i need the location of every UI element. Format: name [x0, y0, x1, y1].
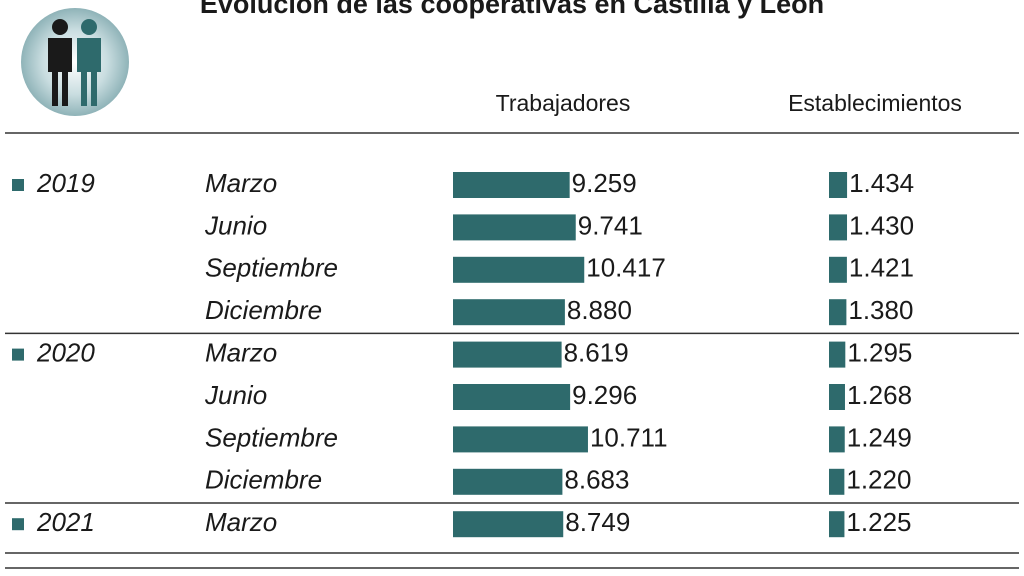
value-label: 1.225	[846, 507, 911, 537]
value-label: 9.259	[572, 168, 637, 198]
year-marker	[12, 179, 24, 191]
year-marker	[12, 348, 24, 361]
column-header: Trabajadores	[496, 90, 631, 116]
bar	[829, 341, 846, 368]
bar	[829, 256, 847, 283]
bar	[453, 511, 564, 538]
category-label: Junio	[204, 210, 267, 240]
value-label: 1.220	[846, 465, 911, 495]
value-label: 8.619	[564, 337, 629, 367]
category-label: Septiembre	[205, 253, 338, 283]
bar	[453, 384, 571, 410]
bar	[453, 256, 585, 283]
year-label: 2020	[36, 337, 95, 367]
value-label: 9.741	[578, 210, 643, 240]
value-label: 8.880	[567, 295, 632, 325]
value-label: 10.417	[586, 253, 666, 283]
value-label: 1.434	[849, 168, 914, 198]
column-header: Establecimientos	[788, 90, 962, 116]
category-label: Diciembre	[205, 295, 322, 325]
value-label: 1.430	[849, 210, 914, 240]
bar	[829, 214, 848, 241]
people-icon	[21, 8, 129, 116]
bar	[829, 511, 845, 538]
category-label: Diciembre	[205, 465, 322, 495]
category-label: Marzo	[205, 337, 277, 367]
bar	[453, 299, 565, 326]
year-marker	[12, 518, 24, 531]
category-label: Marzo	[205, 168, 277, 198]
bar	[829, 172, 848, 198]
bar	[453, 172, 570, 198]
bar	[829, 468, 845, 495]
value-label: 1.421	[849, 253, 914, 283]
category-label: Junio	[204, 380, 267, 410]
bar	[453, 426, 588, 453]
bar	[453, 468, 563, 495]
bar	[829, 299, 847, 326]
value-label: 1.268	[847, 380, 912, 410]
value-label: 8.749	[565, 507, 630, 537]
bar	[829, 384, 845, 410]
value-label: 1.295	[847, 337, 912, 367]
bar	[829, 426, 845, 453]
bar	[453, 341, 562, 368]
value-label: 1.380	[848, 295, 913, 325]
year-label: 2019	[36, 168, 95, 198]
category-label: Marzo	[205, 507, 277, 537]
year-label: 2021	[36, 507, 95, 537]
chart-title: Evolución de las cooperativas en Castill…	[200, 0, 824, 19]
value-label: 8.683	[564, 465, 629, 495]
value-label: 1.249	[847, 422, 912, 452]
bar	[453, 214, 576, 241]
category-label: Septiembre	[205, 422, 338, 452]
value-label: 10.711	[590, 422, 668, 452]
value-label: 9.296	[572, 380, 637, 410]
